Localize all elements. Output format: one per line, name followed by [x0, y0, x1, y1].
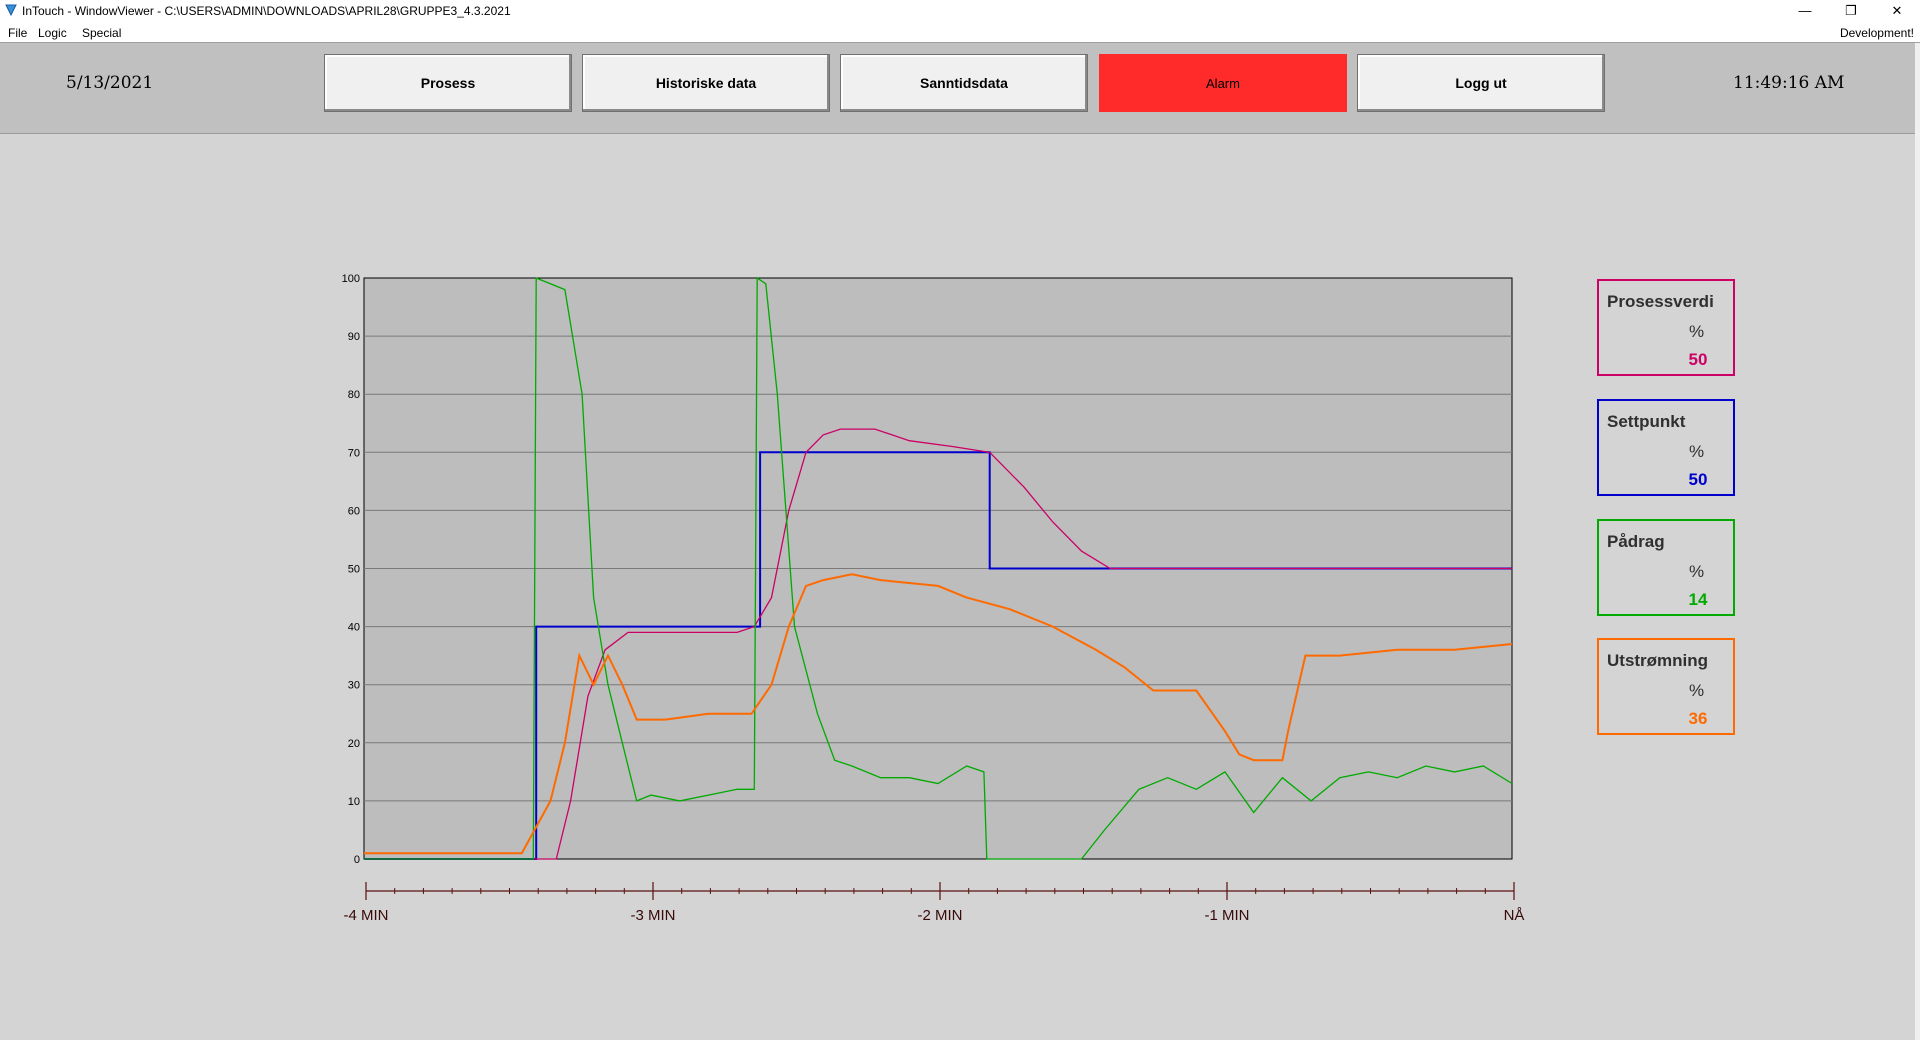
logg-ut-button[interactable]: Logg ut: [1357, 54, 1605, 112]
close-icon[interactable]: ✕: [1891, 3, 1903, 18]
series-line-pådrag: [364, 276, 1513, 860]
prosess-button[interactable]: Prosess: [324, 54, 572, 112]
legend-unit: %: [1689, 681, 1705, 700]
y-tick-label: 90: [348, 331, 360, 343]
legend-value: 14: [1688, 590, 1708, 609]
sanntidsdata-button[interactable]: Sanntidsdata: [840, 54, 1088, 112]
development-label[interactable]: Development!: [1839, 26, 1914, 40]
menu-file[interactable]: File: [8, 26, 28, 40]
legend-settpunkt: Settpunkt % 50: [1597, 399, 1735, 496]
menu-logic[interactable]: Logic: [38, 26, 67, 40]
series-line-utstrømning: [364, 573, 1513, 855]
current-date: 5/13/2021: [66, 73, 154, 93]
legend-value: 50: [1688, 470, 1708, 489]
y-tick-label: 70: [348, 447, 360, 459]
y-tick-label: 20: [348, 738, 360, 750]
series-line-settpunkt: [364, 451, 1512, 860]
current-time: 11:49:16 AM: [1733, 73, 1845, 93]
menu-special[interactable]: Special: [82, 26, 122, 40]
series-line-prosessverdi: [364, 428, 1512, 860]
legend-name: Settpunkt: [1607, 412, 1686, 431]
alarm-button[interactable]: Alarm: [1099, 54, 1347, 112]
header-strip: 5/13/2021 Prosess Historiske data Sannti…: [0, 43, 1915, 134]
legend-padrag: Pådrag % 14: [1597, 519, 1735, 616]
legend-value: 36: [1688, 709, 1708, 728]
window-title-bar: InTouch - WindowViewer - C:\USERS\ADMIN\…: [0, 0, 1920, 22]
historiske-data-button[interactable]: Historiske data: [582, 54, 830, 112]
y-tick-label: 0: [354, 854, 360, 866]
y-tick-label: 10: [348, 796, 360, 808]
y-tick-label: 60: [348, 505, 360, 517]
intouch-app-icon: [5, 4, 17, 17]
trend-series: [364, 276, 1513, 860]
time-tick-label: -4 MIN: [344, 907, 389, 924]
legend-value: 50: [1688, 350, 1708, 369]
menu-bar: File Logic Special Development!: [0, 22, 1920, 42]
right-edge: [1915, 43, 1920, 1040]
legend-unit: %: [1689, 562, 1705, 581]
time-tick-label: NÅ: [1504, 907, 1525, 924]
legend-utstromning: Utstrømning % 36: [1597, 638, 1735, 735]
time-tick-label: -3 MIN: [631, 907, 676, 924]
time-tick-label: -1 MIN: [1205, 907, 1250, 924]
time-tick-label: -2 MIN: [918, 907, 963, 924]
menu-separator: [0, 42, 1920, 43]
window-title: InTouch - WindowViewer - C:\USERS\ADMIN\…: [22, 4, 511, 18]
y-tick-label: 100: [342, 273, 360, 285]
legend-name: Pådrag: [1607, 532, 1665, 551]
legend-unit: %: [1689, 322, 1705, 341]
time-axis: -4 MIN -3 MIN -2 MIN -1 MIN NÅ: [344, 882, 1525, 924]
minimize-icon[interactable]: —: [1798, 3, 1812, 18]
y-tick-label: 80: [348, 389, 360, 401]
y-tick-label: 40: [348, 622, 360, 634]
y-tick-label: 30: [348, 680, 360, 692]
legend-name: Utstrømning: [1607, 651, 1709, 670]
restore-icon[interactable]: ❐: [1845, 3, 1857, 18]
y-tick-label: 50: [348, 564, 360, 576]
legend-prosessverdi: Prosessverdi % 50: [1597, 279, 1735, 376]
legend-unit: %: [1689, 442, 1705, 461]
legend-name: Prosessverdi: [1607, 292, 1714, 311]
